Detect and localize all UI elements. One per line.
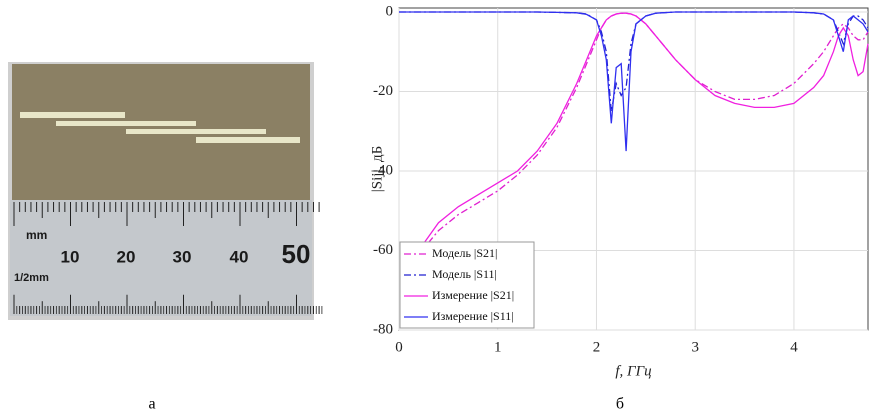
legend-label: Модель |S21| [432, 246, 497, 260]
ruler-label: 1/2mm [14, 272, 49, 284]
ruler-label: 40 [230, 247, 249, 266]
legend-label: Измерение |S11| [432, 309, 514, 323]
ruler-label: 50 [282, 239, 311, 269]
strip [196, 137, 300, 143]
y-axis-label: |Sij|, дБ [369, 146, 385, 192]
x-tick-label: 2 [593, 339, 601, 355]
legend-box [399, 241, 535, 329]
y-tick-label: -60 [373, 242, 393, 258]
caption: а [148, 396, 155, 413]
series-line [399, 11, 869, 152]
x-tick-label: 1 [494, 339, 502, 355]
ruler-label: 30 [173, 247, 192, 266]
ruler-ticks [13, 202, 323, 314]
legend-label: Измерение |S21| [432, 288, 514, 302]
y-tick-label: 0 [386, 3, 394, 19]
ruler-label: 20 [117, 247, 136, 266]
ruler-label: mm [26, 228, 47, 242]
ruler-label: 10 [61, 247, 80, 266]
ruler [10, 200, 312, 316]
strip [56, 121, 196, 126]
x-tick-label: 3 [691, 339, 699, 355]
plot: -80 -60 -40 -20 0 0 1 2 3 4 f, ГГц |Sij|, дБ Модель … [369, 3, 869, 379]
strip [20, 112, 125, 118]
photo: mm 10 20 30 40 50 1/2mm [8, 62, 323, 320]
strip [126, 129, 266, 134]
y-tick-label: -80 [373, 321, 393, 337]
caption: б [616, 396, 624, 413]
x-tick-label: 0 [395, 339, 403, 355]
y-tick-label: -20 [373, 83, 393, 99]
x-axis-label: f, ГГц [615, 363, 651, 379]
x-tick-label: 4 [790, 339, 798, 355]
legend-label: Модель |S11| [432, 267, 497, 281]
y-tick-label: -40 [373, 162, 393, 178]
